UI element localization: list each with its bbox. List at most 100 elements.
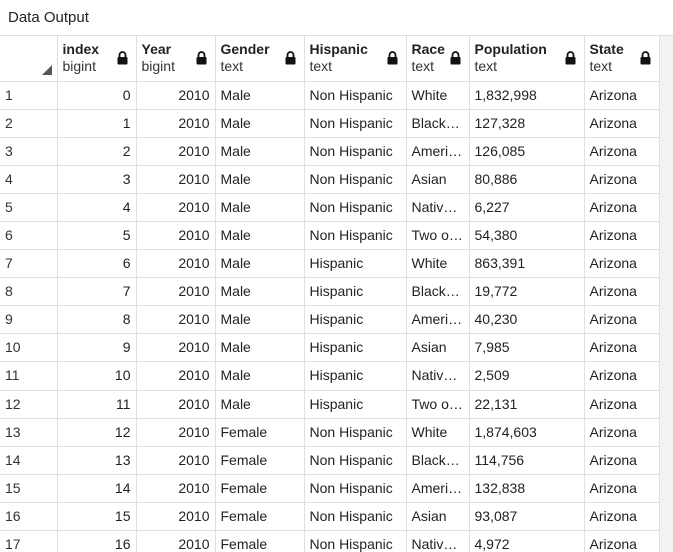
cell-year[interactable]: 2010	[136, 333, 216, 363]
row-number[interactable]: 14	[0, 446, 58, 475]
cell-gender[interactable]: Female	[215, 530, 305, 552]
cell-race[interactable]: Asian	[406, 333, 470, 363]
cell-index[interactable]: 3	[57, 165, 137, 194]
cell-race[interactable]: Native …	[406, 193, 470, 222]
cell-population[interactable]: 54,380	[469, 221, 585, 251]
row-number[interactable]: 13	[0, 418, 58, 447]
table-row[interactable]: 12 11 2010 Male Hispanic Two or … 22,131 Arizon…	[0, 390, 660, 419]
row-number[interactable]: 1	[0, 81, 58, 110]
column-header-year[interactable]: Year bigint	[136, 36, 216, 82]
table-row[interactable]: 3 2 2010 Male Non Hispanic Americ… 126,085 Ariz…	[0, 137, 660, 166]
cell-state[interactable]: Arizona	[584, 81, 660, 110]
cell-hispanic[interactable]: Non Hispanic	[304, 193, 407, 222]
cell-race[interactable]: Asian	[406, 502, 470, 532]
cell-state[interactable]: Arizona	[584, 165, 660, 194]
row-number[interactable]: 2	[0, 109, 58, 138]
table-row[interactable]: 1 0 2010 Male Non Hispanic White 1,832,998 Ariz…	[0, 81, 660, 110]
table-row[interactable]: 6 5 2010 Male Non Hispanic Two or … 54,380 Ariz…	[0, 221, 660, 251]
cell-state[interactable]: Arizona	[584, 137, 660, 166]
row-number[interactable]: 15	[0, 474, 58, 503]
cell-population[interactable]: 6,227	[469, 193, 585, 222]
cell-gender[interactable]: Male	[215, 81, 305, 110]
cell-year[interactable]: 2010	[136, 390, 216, 419]
cell-state[interactable]: Arizona	[584, 502, 660, 532]
row-number[interactable]: 16	[0, 502, 58, 532]
table-row[interactable]: 15 14 2010 Female Non Hispanic Americ… 132,838…	[0, 474, 660, 503]
cell-population[interactable]: 19,772	[469, 277, 585, 307]
cell-population[interactable]: 22,131	[469, 390, 585, 419]
cell-year[interactable]: 2010	[136, 109, 216, 138]
cell-year[interactable]: 2010	[136, 502, 216, 532]
cell-race[interactable]: Americ…	[406, 137, 470, 166]
cell-year[interactable]: 2010	[136, 193, 216, 222]
cell-gender[interactable]: Male	[215, 277, 305, 307]
cell-race[interactable]: Americ…	[406, 305, 470, 335]
cell-hispanic[interactable]: Non Hispanic	[304, 137, 407, 166]
cell-hispanic[interactable]: Hispanic	[304, 277, 407, 307]
table-row[interactable]: 5 4 2010 Male Non Hispanic Native … 6,227 Arizo…	[0, 193, 660, 222]
column-header-index[interactable]: index bigint	[57, 36, 137, 82]
cell-index[interactable]: 13	[57, 446, 137, 475]
cell-population[interactable]: 126,085	[469, 137, 585, 166]
cell-race[interactable]: Black o…	[406, 446, 470, 475]
cell-year[interactable]: 2010	[136, 305, 216, 335]
cell-gender[interactable]: Male	[215, 390, 305, 419]
cell-year[interactable]: 2010	[136, 446, 216, 475]
cell-index[interactable]: 10	[57, 361, 137, 391]
cell-race[interactable]: Native …	[406, 361, 470, 391]
cell-index[interactable]: 1	[57, 109, 137, 138]
row-number[interactable]: 4	[0, 165, 58, 194]
cell-index[interactable]: 16	[57, 530, 137, 552]
cell-state[interactable]: Arizona	[584, 305, 660, 335]
row-number[interactable]: 10	[0, 333, 58, 363]
select-all-corner[interactable]	[0, 36, 58, 82]
cell-population[interactable]: 1,874,603	[469, 418, 585, 447]
table-row[interactable]: 9 8 2010 Male Hispanic Americ… 40,230 Arizona	[0, 305, 660, 335]
cell-state[interactable]: Arizona	[584, 109, 660, 138]
cell-year[interactable]: 2010	[136, 530, 216, 552]
row-number[interactable]: 11	[0, 361, 58, 391]
cell-state[interactable]: Arizona	[584, 361, 660, 391]
cell-race[interactable]: White	[406, 418, 470, 447]
cell-hispanic[interactable]: Hispanic	[304, 361, 407, 391]
cell-state[interactable]: Arizona	[584, 446, 660, 475]
cell-population[interactable]: 2,509	[469, 361, 585, 391]
cell-population[interactable]: 80,886	[469, 165, 585, 194]
cell-race[interactable]: Black o…	[406, 109, 470, 138]
cell-hispanic[interactable]: Non Hispanic	[304, 446, 407, 475]
cell-gender[interactable]: Male	[215, 221, 305, 251]
row-number[interactable]: 5	[0, 193, 58, 222]
cell-hispanic[interactable]: Hispanic	[304, 390, 407, 419]
table-row[interactable]: 16 15 2010 Female Non Hispanic Asian 93,087 Ari…	[0, 502, 660, 532]
cell-index[interactable]: 8	[57, 305, 137, 335]
table-row[interactable]: 11 10 2010 Male Hispanic Native … 2,509 Arizona	[0, 361, 660, 391]
cell-hispanic[interactable]: Hispanic	[304, 333, 407, 363]
cell-index[interactable]: 7	[57, 277, 137, 307]
column-header-hispanic[interactable]: Hispanic text	[304, 36, 407, 82]
cell-gender[interactable]: Female	[215, 446, 305, 475]
cell-state[interactable]: Arizona	[584, 418, 660, 447]
cell-year[interactable]: 2010	[136, 361, 216, 391]
table-row[interactable]: 14 13 2010 Female Non Hispanic Black o… 114,75…	[0, 446, 660, 475]
table-row[interactable]: 4 3 2010 Male Non Hispanic Asian 80,886 Arizona	[0, 165, 660, 194]
cell-race[interactable]: Asian	[406, 165, 470, 194]
cell-year[interactable]: 2010	[136, 165, 216, 194]
vertical-scrollbar[interactable]	[659, 36, 673, 552]
cell-state[interactable]: Arizona	[584, 474, 660, 503]
cell-race[interactable]: Two or …	[406, 390, 470, 419]
cell-state[interactable]: Arizona	[584, 221, 660, 251]
cell-gender[interactable]: Female	[215, 502, 305, 532]
cell-year[interactable]: 2010	[136, 249, 216, 279]
cell-hispanic[interactable]: Hispanic	[304, 249, 407, 279]
row-number[interactable]: 12	[0, 390, 58, 419]
row-number[interactable]: 8	[0, 277, 58, 307]
cell-gender[interactable]: Male	[215, 109, 305, 138]
cell-population[interactable]: 127,328	[469, 109, 585, 138]
cell-population[interactable]: 114,756	[469, 446, 585, 475]
cell-race[interactable]: Black o…	[406, 277, 470, 307]
cell-gender[interactable]: Male	[215, 305, 305, 335]
cell-gender[interactable]: Male	[215, 165, 305, 194]
cell-state[interactable]: Arizona	[584, 390, 660, 419]
cell-hispanic[interactable]: Non Hispanic	[304, 474, 407, 503]
table-row[interactable]: 8 7 2010 Male Hispanic Black o… 19,772 Arizona	[0, 277, 660, 307]
